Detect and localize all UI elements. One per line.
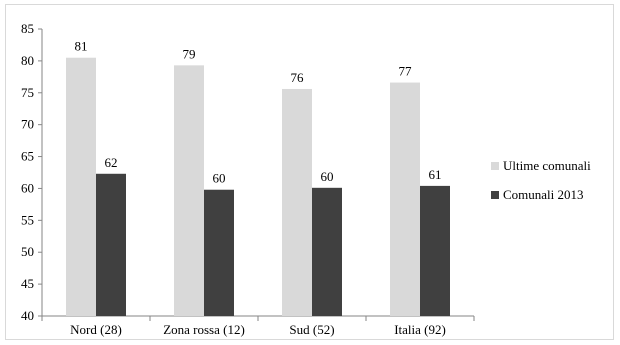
legend-label: Ultime comunali bbox=[503, 158, 591, 173]
y-tick-label: 45 bbox=[21, 276, 34, 291]
chart-legend: Ultime comunali Comunali 2013 bbox=[491, 158, 591, 202]
bar-ultime-comunali bbox=[390, 82, 420, 316]
y-tick-label: 50 bbox=[21, 244, 34, 259]
bar-ultime-comunali bbox=[174, 65, 204, 316]
x-category-label: Zona rossa (12) bbox=[163, 322, 245, 337]
bar-comunali-2013 bbox=[204, 189, 234, 316]
x-category-label: Nord (28) bbox=[70, 322, 122, 337]
bar-ultime-comunali bbox=[282, 88, 312, 316]
x-category-label: Italia (92) bbox=[394, 322, 446, 337]
bar-data-label: 76 bbox=[291, 70, 305, 85]
y-tick-label: 55 bbox=[21, 212, 34, 227]
y-tick-label: 85 bbox=[21, 21, 34, 36]
y-tick-label: 70 bbox=[21, 117, 34, 132]
bar-ultime-comunali bbox=[66, 57, 96, 316]
bar-data-label: 61 bbox=[429, 167, 442, 182]
bar-comunali-2013 bbox=[312, 187, 342, 316]
chart-labels: Nord (28) 81 62 Zona rossa (12) 79 60 Sud (52)… bbox=[70, 39, 446, 337]
legend-swatch bbox=[491, 191, 499, 199]
bar-data-label: 60 bbox=[321, 169, 334, 184]
bar-data-label: 77 bbox=[399, 64, 413, 79]
y-tick-label: 60 bbox=[21, 180, 34, 195]
bar-data-label: 62 bbox=[105, 155, 118, 170]
bar-data-label: 60 bbox=[213, 171, 226, 186]
bar-comunali-2013 bbox=[420, 185, 450, 316]
legend-swatch bbox=[491, 162, 499, 170]
x-category-label: Sud (52) bbox=[289, 322, 334, 337]
y-tick-label: 40 bbox=[21, 308, 34, 323]
y-tick-label: 80 bbox=[21, 53, 34, 68]
y-tick-label: 65 bbox=[21, 149, 34, 164]
chart-bars bbox=[66, 57, 450, 316]
bar-data-label: 79 bbox=[183, 46, 196, 61]
bar-data-label: 81 bbox=[75, 39, 88, 54]
bar-comunali-2013 bbox=[96, 173, 126, 316]
legend-label: Comunali 2013 bbox=[503, 187, 584, 202]
y-tick-label: 75 bbox=[21, 85, 34, 100]
